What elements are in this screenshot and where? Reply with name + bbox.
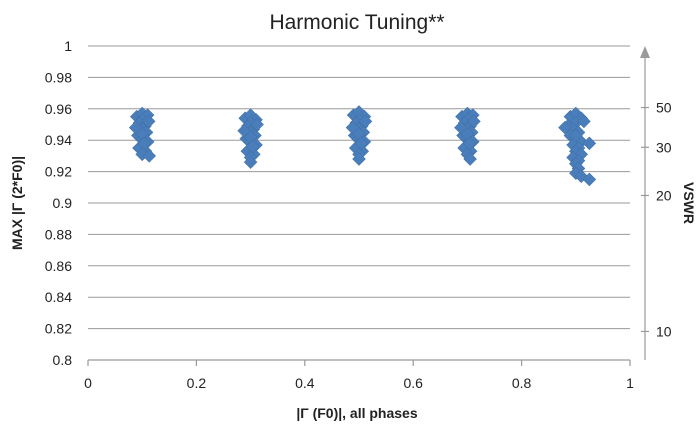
y-tick-label: 0.82	[45, 321, 72, 337]
y-tick-label: 1	[64, 38, 72, 54]
chart-title: Harmonic Tuning**	[269, 11, 444, 34]
y-tick-label: 0.84	[45, 289, 72, 305]
data-point	[582, 172, 597, 187]
y2-axis-arrow-icon	[640, 46, 650, 58]
data-points	[128, 105, 597, 187]
data-point	[243, 155, 258, 170]
data-point	[462, 136, 477, 151]
x-tick-label: 0.8	[512, 375, 532, 391]
x-tick-label: 0.6	[403, 375, 423, 391]
y2-tick-label: 20	[656, 187, 672, 203]
y-tick-label: 0.86	[45, 258, 72, 274]
y-tick-label: 0.9	[53, 195, 73, 211]
data-point	[463, 152, 477, 166]
y-tick-label: 0.94	[45, 132, 72, 148]
data-point	[358, 114, 373, 129]
grid-lines	[88, 45, 630, 330]
x-tick-label: 0.4	[295, 375, 315, 391]
data-point	[354, 136, 369, 151]
data-point	[250, 117, 264, 132]
y2-tick-label: 50	[656, 100, 672, 116]
data-point	[558, 120, 572, 135]
data-point	[577, 114, 591, 129]
y-tick-label: 0.92	[45, 164, 72, 180]
data-point	[245, 139, 260, 154]
x-tick-label: 0.2	[187, 375, 207, 391]
data-point	[568, 128, 583, 143]
data-point	[137, 136, 152, 151]
data-point	[141, 114, 156, 129]
y2-axis-title: VSWR	[681, 182, 697, 224]
tick-labels: 0.80.820.840.860.880.90.920.940.960.9810…	[45, 38, 672, 391]
y-tick-label: 0.98	[45, 69, 72, 85]
y2-tick-label: 30	[656, 139, 672, 155]
x-axis-title: |Γ (F0)|, all phases	[296, 405, 417, 421]
data-point	[582, 136, 597, 151]
data-point	[352, 152, 366, 166]
axes	[87, 46, 650, 366]
y-tick-label: 0.88	[45, 226, 72, 242]
y-tick-label: 0.8	[53, 352, 73, 368]
data-point	[142, 149, 157, 163]
y-axis-title: MAX |Γ (2*F0)|	[9, 156, 25, 250]
x-tick-label: 1	[626, 375, 634, 391]
x-tick-label: 0	[84, 375, 92, 391]
y2-tick-label: 10	[656, 323, 672, 339]
data-point	[467, 114, 481, 129]
y-tick-label: 0.96	[45, 101, 72, 117]
